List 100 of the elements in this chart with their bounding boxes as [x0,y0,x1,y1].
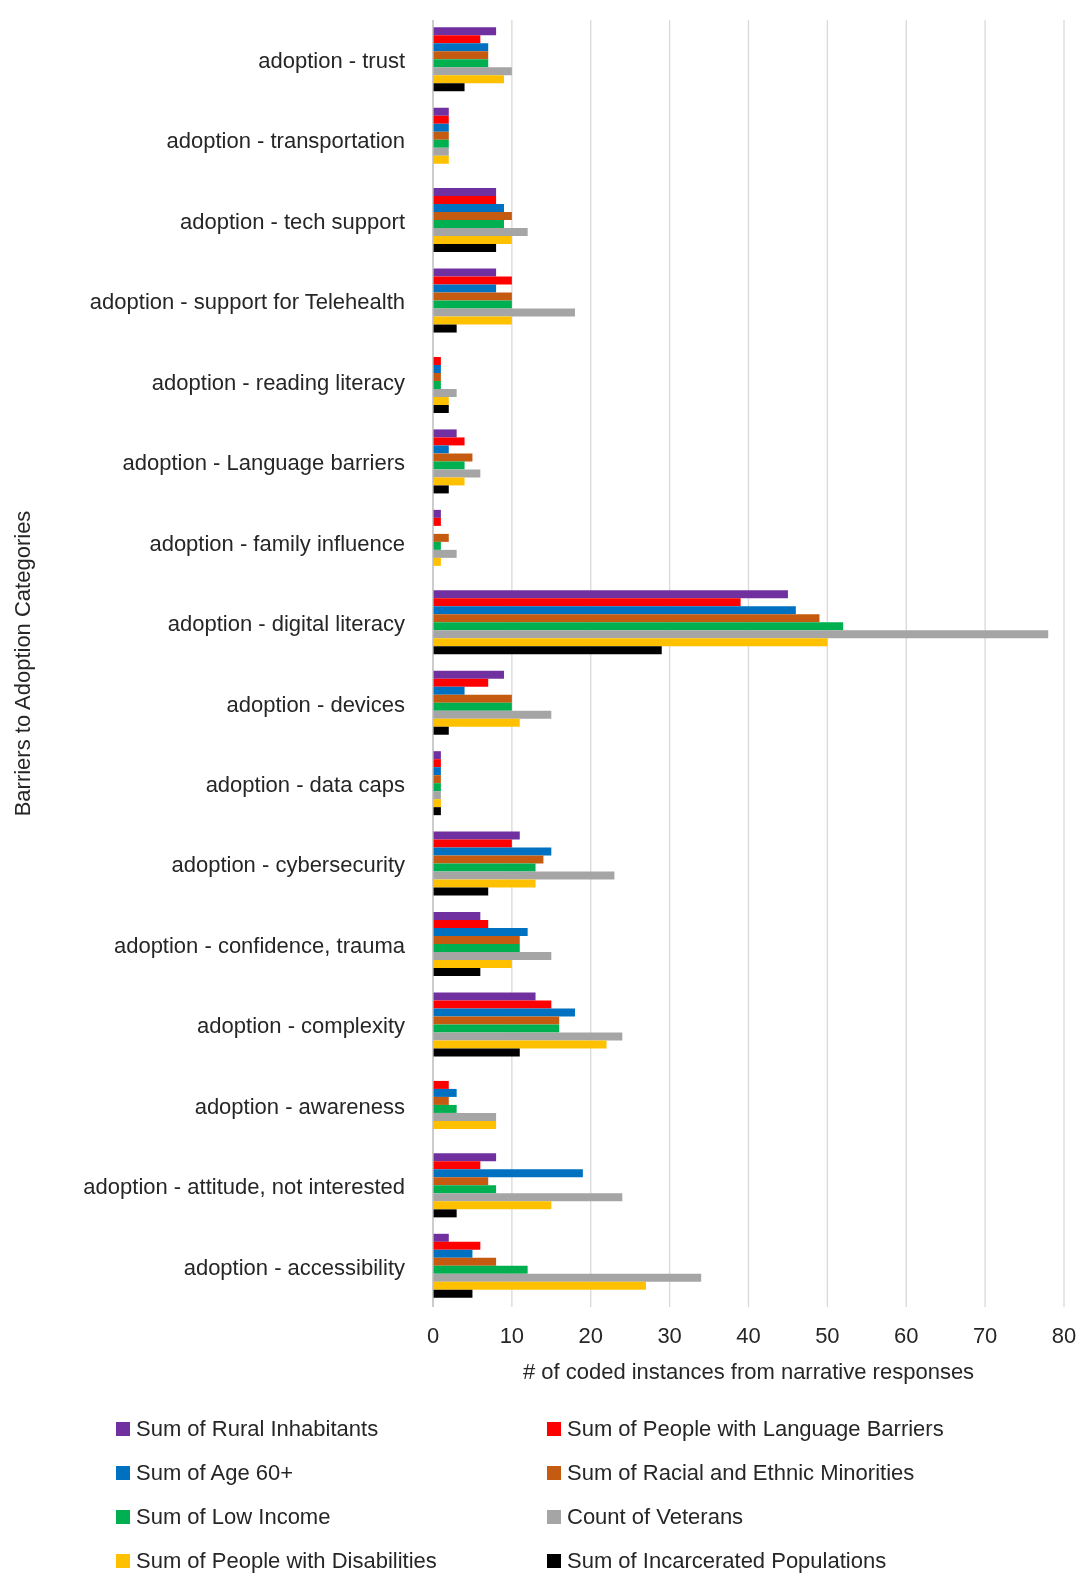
bar [433,1040,607,1049]
bar [433,590,788,599]
bar [433,228,528,237]
bar [433,1265,528,1274]
bar [433,1016,560,1025]
y-tick-label: adoption - tech support [179,208,405,234]
bar [433,952,552,961]
y-tick-label: adoption - transportation [166,128,405,154]
bar [433,284,497,293]
y-tick-label: adoption - reading literacy [151,369,405,395]
bar [433,477,465,486]
legend-label: Sum of Rural Inhabitants [136,1416,379,1442]
bar [433,1185,497,1194]
bar [433,686,465,695]
bar [433,694,512,703]
bar [433,429,457,438]
bar [433,1088,457,1097]
bar [433,726,449,735]
bar [433,437,465,446]
bar [433,196,497,205]
bar [433,1209,457,1218]
bar [433,1169,583,1178]
x-tick-label: 60 [894,1322,919,1348]
x-tick-label: 0 [426,1322,440,1348]
bar [433,51,489,60]
bar [433,236,512,245]
bar [433,204,504,213]
bar [433,1104,457,1113]
bar [433,968,481,977]
bar [433,702,512,711]
bar [433,461,465,470]
bar [433,59,489,68]
bar [433,1257,497,1266]
bar [433,1281,646,1290]
bar [433,445,449,454]
bar [433,630,1049,639]
y-axis-title: Barriers to Adoption Categories [9,510,35,817]
legend-label: Count of Veterans [567,1504,744,1530]
y-tick-label: adoption - trust [258,48,405,74]
x-tick-label: 10 [499,1322,525,1348]
bar [433,1201,552,1210]
bar [433,300,512,309]
y-tick-label: adoption - complexity [197,1013,405,1039]
bar [433,1273,702,1282]
bar [433,1249,473,1258]
bar [433,598,741,607]
bar [433,1024,560,1033]
bar [433,855,544,864]
bar [433,678,489,687]
bar [433,1008,575,1017]
bar [433,549,457,558]
bar [433,887,489,896]
bar [433,1289,473,1298]
bar [433,43,489,52]
bar [433,1193,623,1202]
bar [433,920,489,929]
bar [433,453,473,462]
bar [433,485,449,494]
bar [433,847,552,856]
bar [433,944,520,953]
legend-label: Sum of Incarcerated Populations [567,1548,887,1574]
bar [433,131,449,140]
bar [433,831,520,840]
bar [433,107,449,116]
x-tick-label: 50 [815,1322,840,1348]
bar [433,115,449,124]
bar [433,992,536,1001]
bar [433,75,504,84]
bar [433,1161,481,1170]
legend-label: Sum of Low Income [136,1504,331,1530]
x-tick-label: 30 [657,1322,682,1348]
y-tick-label: adoption - data caps [205,771,405,797]
bar [433,879,536,888]
bar [433,396,449,405]
x-tick-label: 20 [578,1322,603,1348]
bar [433,1153,497,1162]
bar [433,646,662,655]
y-tick-label: adoption - attitude, not interested [83,1174,405,1200]
x-axis-title: # of coded instances from narrative responses [522,1359,975,1384]
bar [433,863,536,872]
legend-label: Sum of Age 60+ [136,1460,294,1486]
legend-label: Sum of Racial and Ethnic Minorities [567,1460,915,1486]
bar [433,220,504,229]
bar [433,960,512,969]
bar [433,276,512,285]
bar [433,1096,449,1105]
bar [433,308,575,317]
bar [433,147,449,156]
bar [433,324,457,333]
bar [433,1241,481,1250]
y-tick-label: adoption - awareness [194,1093,405,1119]
bar [433,1080,449,1089]
bar [433,1120,497,1129]
bar [433,1233,449,1242]
bar [433,292,512,301]
bar [433,212,512,221]
bar [433,244,497,253]
bar [433,155,449,164]
bar [433,469,481,478]
bar [433,533,449,542]
